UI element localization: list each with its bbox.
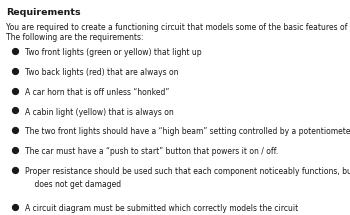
Text: You are required to create a functioning circuit that models some of the basic f: You are required to create a functioning… <box>6 23 350 32</box>
Text: The following are the requirements:: The following are the requirements: <box>6 33 144 42</box>
Text: The car must have a “push to start” button that powers it on / off.: The car must have a “push to start” butt… <box>25 147 279 156</box>
Text: A car horn that is off unless “honked”: A car horn that is off unless “honked” <box>25 88 169 97</box>
Text: Two front lights (green or yellow) that light up: Two front lights (green or yellow) that … <box>25 48 202 57</box>
Text: Proper resistance should be used such that each component noticeably functions, : Proper resistance should be used such th… <box>25 167 350 189</box>
Text: The two front lights should have a “high beam” setting controlled by a potentiom: The two front lights should have a “high… <box>25 127 350 137</box>
Text: A cabin light (yellow) that is always on: A cabin light (yellow) that is always on <box>25 108 174 117</box>
Text: A circuit diagram must be submitted which correctly models the circuit: A circuit diagram must be submitted whic… <box>25 204 299 213</box>
Text: Two back lights (red) that are always on: Two back lights (red) that are always on <box>25 68 179 77</box>
Text: Requirements: Requirements <box>6 8 81 17</box>
